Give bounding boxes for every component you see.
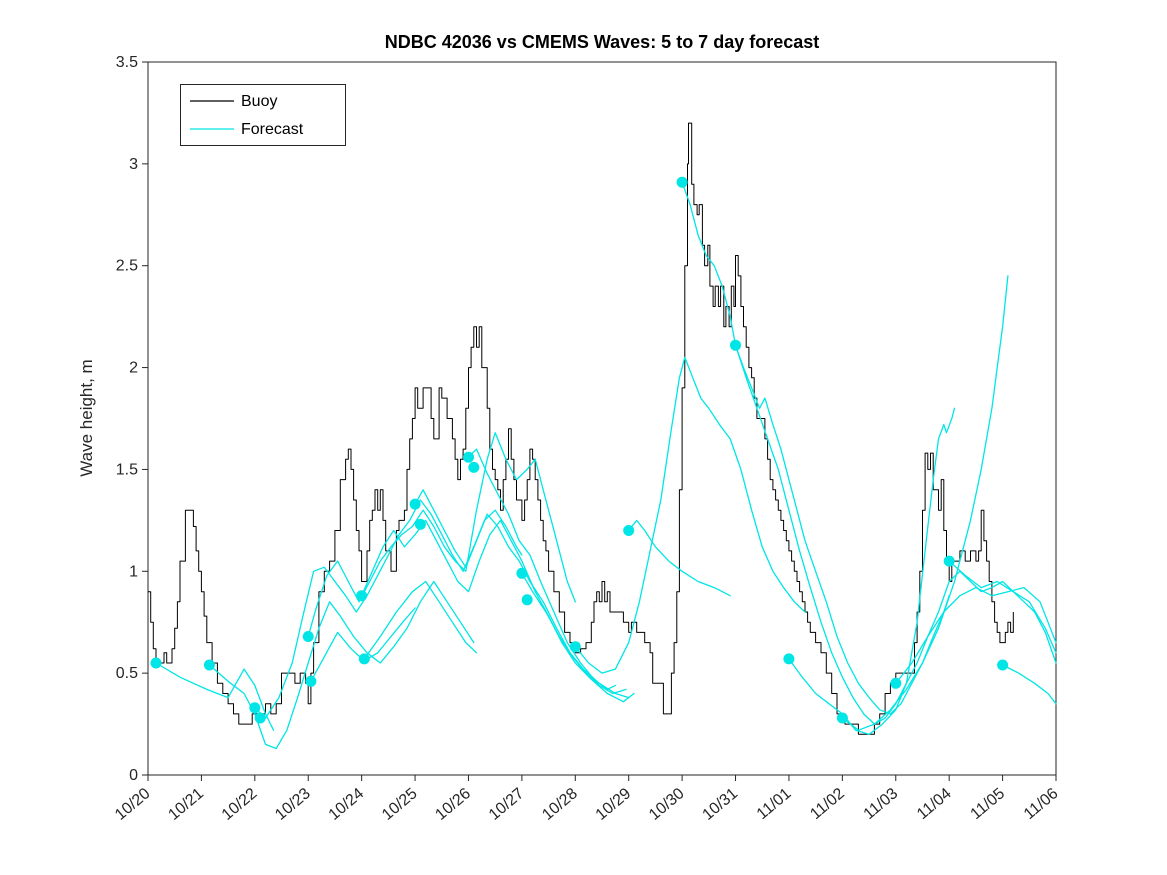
forecast-start-marker	[997, 659, 1009, 671]
forecast-line	[948, 560, 1057, 654]
forecast-start-marker	[305, 675, 317, 687]
legend-box	[180, 84, 346, 146]
forecast-line	[1001, 664, 1057, 705]
forecast-start-marker	[730, 339, 741, 351]
x-tick-label: 10/30	[646, 785, 688, 824]
x-tick-label: 11/02	[807, 785, 848, 823]
forecast-start-marker	[783, 653, 795, 665]
legend-forecast-label: Forecast	[241, 121, 304, 138]
x-tick-label: 10/21	[165, 785, 207, 824]
x-tick-label: 11/04	[914, 785, 955, 823]
forecast-start-marker	[836, 712, 848, 724]
x-tick-label: 11/06	[1021, 785, 1062, 823]
forecast-start-marker	[409, 498, 421, 510]
forecast-start-marker	[249, 702, 261, 714]
forecast-start-marker	[356, 590, 368, 602]
legend-buoy-label: Buoy	[241, 93, 277, 110]
x-tick-label: 10/27	[486, 785, 528, 824]
x-tick-label: 10/24	[326, 785, 368, 824]
x-tick-label: 11/03	[861, 785, 902, 823]
figure-title: NDBC 42036 vs CMEMS Waves: 5 to 7 day fo…	[385, 32, 820, 52]
forecast-start-marker	[890, 677, 902, 689]
x-tick-label: 10/29	[593, 785, 635, 824]
forecast-line	[895, 586, 1057, 684]
y-tick-label: 1	[129, 563, 138, 580]
forecast-line	[467, 448, 617, 691]
forecast-line	[574, 356, 806, 674]
forecast-start-marker	[358, 653, 370, 665]
plot-box	[147, 61, 1057, 776]
forecast-start-marker	[254, 712, 266, 724]
y-tick-label: 2.5	[116, 258, 138, 275]
forecast-line	[628, 519, 731, 597]
forecast-start-marker	[468, 461, 480, 473]
forecast-line	[681, 181, 950, 715]
forecast-start-marker	[676, 176, 688, 188]
forecast-line	[208, 580, 475, 750]
forecast-start-marker	[516, 567, 528, 579]
x-tick-label: 10/31	[699, 785, 741, 824]
x-tick-label: 11/05	[967, 785, 1008, 823]
forecast-start-marker	[203, 659, 215, 671]
y-tick-label: 3	[129, 156, 138, 173]
series-layer	[148, 122, 1057, 750]
x-tick-label: 10/28	[539, 785, 581, 824]
x-tick-label: 10/23	[272, 785, 314, 824]
x-tick-label: 10/26	[432, 785, 474, 824]
y-tick-label: 2	[129, 360, 138, 377]
forecast-line	[841, 275, 1009, 731]
forecast-line	[155, 662, 275, 731]
x-tick-label: 10/22	[219, 785, 261, 824]
forecast-start-marker	[150, 657, 162, 669]
forecast-line	[363, 580, 478, 660]
forecast-start-marker	[521, 594, 533, 606]
y-axis-label: Wave height, m	[77, 359, 96, 476]
y-tick-label: 1.5	[116, 461, 138, 478]
forecast-start-marker	[569, 641, 581, 653]
axes: 10/20 10/21 10/22 10/23 10/24 10/25 10/26 10/27…	[112, 54, 1062, 824]
forecast-start-marker	[302, 631, 314, 642]
legend: Buoy Forecast	[180, 84, 346, 146]
y-tick-label: 0.5	[116, 665, 138, 682]
forecast-line	[360, 519, 635, 703]
x-tick-label: 10/25	[379, 785, 421, 824]
x-tick-label: 11/01	[754, 785, 795, 823]
forecast-start-marker	[623, 525, 635, 536]
x-tick-label: 10/20	[112, 785, 154, 824]
forecast-start-marker	[414, 518, 426, 530]
y-tick-label: 0	[129, 767, 138, 784]
forecast-start-marker	[463, 451, 474, 463]
forecast-line	[521, 572, 627, 695]
forecast-line	[307, 432, 576, 638]
y-tick-label: 3.5	[116, 54, 138, 71]
forecast-start-marker	[943, 555, 955, 567]
